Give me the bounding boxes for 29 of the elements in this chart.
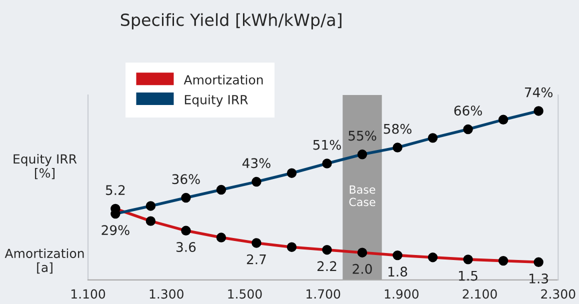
data-label: 1.3 bbox=[530, 274, 548, 284]
x-tick-label: 2.100 bbox=[462, 289, 497, 299]
data-label: 51% bbox=[313, 140, 341, 150]
data-label: 36% bbox=[172, 174, 200, 184]
data-label: 74% bbox=[524, 87, 552, 98]
data-label: 55% bbox=[348, 130, 376, 141]
legend-label: Amortization bbox=[184, 74, 263, 85]
chart-title: Specific Yield [kWh/kWp/a] bbox=[120, 13, 342, 30]
x-tick-label: 2.300 bbox=[541, 289, 576, 299]
data-label: 66% bbox=[454, 106, 482, 116]
x-tick-label: 1.300 bbox=[150, 289, 184, 299]
data-label: 5.2 bbox=[106, 185, 125, 196]
y-axis-title: Amortization [a] bbox=[4, 248, 84, 274]
data-label: 2.2 bbox=[317, 261, 336, 271]
legend-label: Equity IRR bbox=[184, 94, 248, 107]
data-label: 1.8 bbox=[388, 266, 408, 277]
band-label: Base Case bbox=[349, 185, 376, 206]
data-label: 29% bbox=[102, 225, 130, 236]
data-label: 58% bbox=[384, 124, 412, 134]
data-label: 2.7 bbox=[246, 254, 266, 264]
data-label: 1.5 bbox=[459, 270, 478, 281]
y2-axis-title: Equity IRR [%] bbox=[14, 154, 77, 180]
data-label: 2.0 bbox=[352, 264, 372, 274]
data-label: 43% bbox=[242, 158, 270, 168]
x-tick-label: 1.100 bbox=[71, 289, 106, 299]
x-tick-label: 1.700 bbox=[306, 289, 340, 299]
x-tick-label: 1.900 bbox=[384, 289, 419, 299]
x-tick-label: 1.500 bbox=[228, 289, 262, 299]
data-label: 3.6 bbox=[176, 242, 196, 252]
